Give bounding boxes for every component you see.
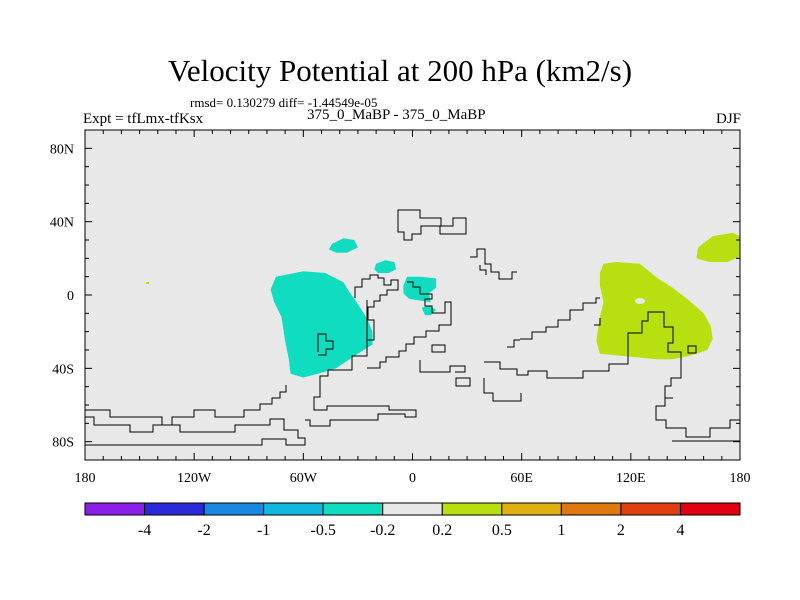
x-tick-label: 120W xyxy=(177,471,212,486)
coastline-brazil-inlet xyxy=(317,333,334,356)
colorbar-label: 4 xyxy=(676,522,684,539)
coastline-gulf xyxy=(367,281,452,369)
colorbar-box xyxy=(322,502,384,516)
coastline-india xyxy=(520,297,600,340)
coastline-new-zealand xyxy=(687,345,697,354)
coastline-africa-north xyxy=(397,209,467,241)
x-tick-label: 0 xyxy=(409,471,416,486)
colorbar-box xyxy=(382,502,443,516)
colorbar-box xyxy=(620,502,681,516)
coastline-antarctica xyxy=(85,416,306,446)
coastline-ross-sea xyxy=(655,398,740,438)
y-tick-label: 80S xyxy=(52,436,74,451)
x-tick-label: 180 xyxy=(730,471,751,486)
coastline-antarctica-peninsula xyxy=(85,385,287,426)
coastline-japan xyxy=(483,378,522,402)
colorbar-label: 0.2 xyxy=(432,522,452,539)
positive-anomaly-speck xyxy=(146,282,149,284)
experiment-label: Expt = tfLmx-tfKsx xyxy=(83,111,204,127)
coastline-maritime xyxy=(479,265,487,275)
comparison-label: 375_0_MaBP - 375_0_MaBP xyxy=(307,107,486,123)
colorbar-box xyxy=(441,502,503,516)
positive-anomaly-indo-pacific xyxy=(596,262,713,360)
y-tick-label: 40N xyxy=(50,216,74,231)
colorbar-label: 1 xyxy=(557,522,565,539)
coastlines xyxy=(85,209,740,446)
colorbar-box xyxy=(501,502,562,516)
negative-anomaly-atlantic xyxy=(270,271,373,378)
y-tick-label: 80N xyxy=(50,142,74,157)
coastline-australia xyxy=(484,311,682,399)
y-tick-label: 40S xyxy=(52,362,74,377)
colorbar-label: -0.2 xyxy=(370,522,395,539)
x-tick-label: 120E xyxy=(616,471,646,486)
x-tick-label: 60W xyxy=(290,471,318,486)
colorbar-label: 2 xyxy=(617,522,625,539)
x-axis-ticks: 180 120W 60W 0 60E 120E 180 xyxy=(75,130,751,486)
colorbar-box xyxy=(203,502,265,516)
x-tick-label: 180 xyxy=(75,471,96,486)
negative-anomaly-north-atlantic xyxy=(328,238,358,253)
colorbar-box xyxy=(560,502,622,516)
colorbar-box xyxy=(263,502,324,516)
colorbar-label: 0.5 xyxy=(492,522,512,539)
coastline-arabia xyxy=(470,248,517,280)
coastline-southeast-asia xyxy=(507,339,520,348)
coastline-madagascar xyxy=(431,344,446,353)
negative-anomaly-africa-north xyxy=(374,260,397,273)
x-tick-label: 60E xyxy=(510,471,533,486)
y-axis-ticks: 80S 40S 0 40N 80N xyxy=(50,129,740,461)
colorbar-label: -0.5 xyxy=(311,522,336,539)
coastline-south-africa xyxy=(419,360,466,373)
positive-anomaly-north-pacific xyxy=(696,232,740,262)
colorbar: -4 -2 -1 -0.5 -0.2 0.2 0.5 1 2 4 xyxy=(84,502,741,539)
season-label: DJF xyxy=(715,111,741,127)
chart-title: Velocity Potential at 200 hPa (km2/s) xyxy=(167,53,633,88)
coastline-indian-ocean-islands xyxy=(455,377,471,387)
colorbar-label: -4 xyxy=(138,522,151,539)
colorbar-label: -2 xyxy=(197,522,210,539)
coastline-east-asia xyxy=(594,318,601,326)
colorbar-box xyxy=(679,502,741,516)
colorbar-label: -1 xyxy=(257,522,270,539)
rmsd-stats: rmsd= 0.130279 diff= -1.44549e-05 xyxy=(190,95,378,110)
colorbar-box xyxy=(84,502,146,516)
neutral-spot xyxy=(635,298,645,304)
y-tick-label: 0 xyxy=(67,289,74,304)
colorbar-box xyxy=(144,502,205,516)
